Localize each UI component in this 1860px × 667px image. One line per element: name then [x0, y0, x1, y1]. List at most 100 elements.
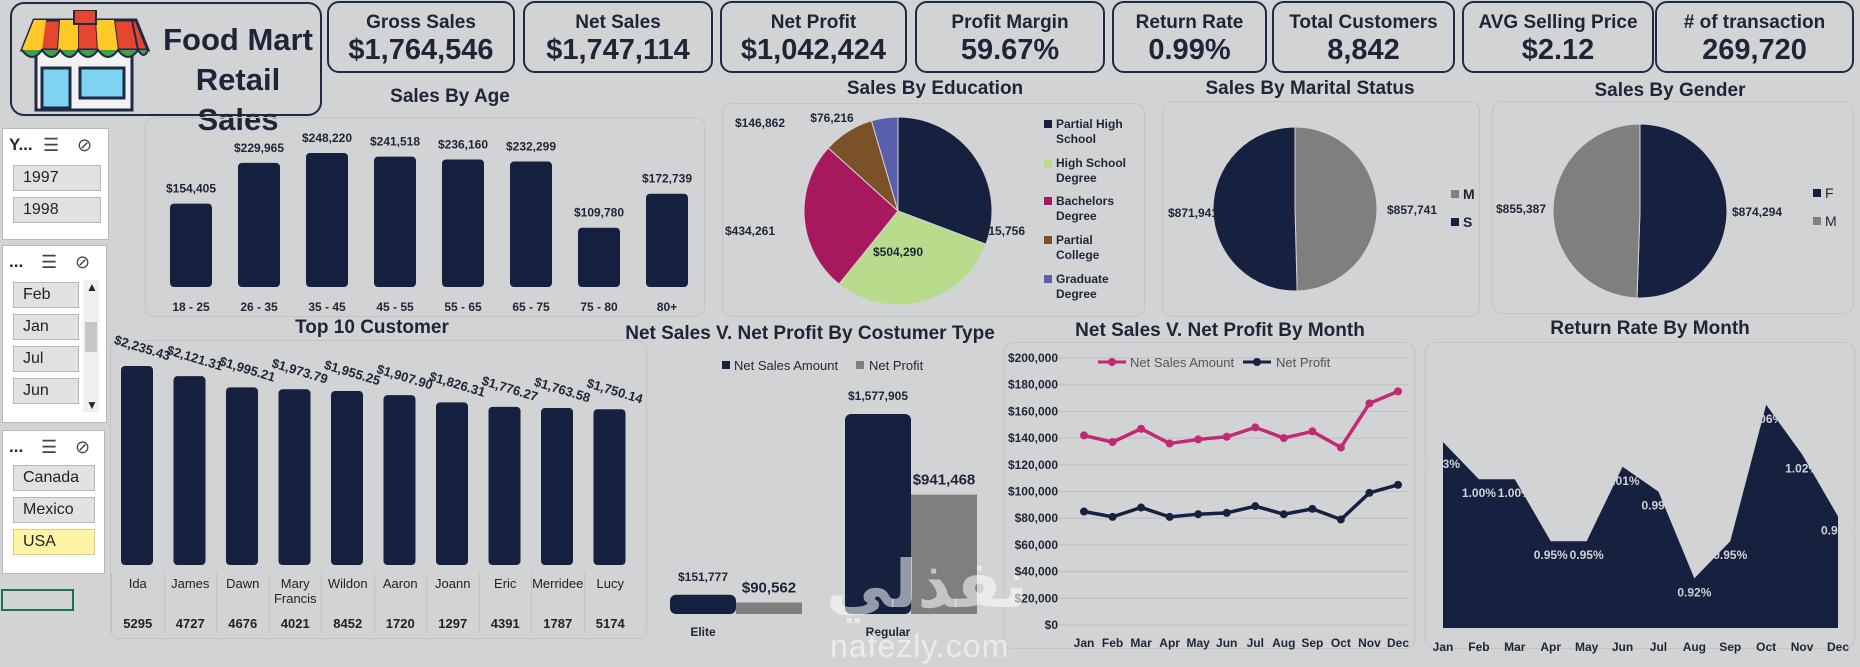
- line-point: [1308, 504, 1317, 513]
- marital-legend-label: S: [1463, 214, 1472, 230]
- kpi-label: Net Profit: [770, 12, 857, 33]
- gender-data-label: $874,294: [1732, 205, 1782, 219]
- line-x-tick-label: Nov: [1358, 636, 1381, 650]
- age-bar: [374, 156, 416, 287]
- age-data-label: $109,780: [574, 206, 624, 220]
- slicer-item-1998[interactable]: 1998: [13, 197, 101, 223]
- line-point: [1251, 502, 1260, 511]
- education-legend-label: School: [1056, 132, 1096, 146]
- age-data-label: $172,739: [642, 172, 692, 186]
- gender-legend-swatch: [1813, 217, 1821, 225]
- customer-cell: Dawn 4676: [216, 573, 269, 633]
- line-point: [1165, 512, 1174, 521]
- age-tick-label: 35 - 45: [308, 300, 346, 314]
- slicer-item-jul[interactable]: Jul: [13, 346, 79, 372]
- customer-cell: Joann 1297: [426, 573, 479, 633]
- slicer-month-header: ...: [9, 252, 24, 271]
- line-y-tick-label: $200,000: [1008, 351, 1058, 365]
- line-point: [1165, 439, 1174, 448]
- line-x-tick-label: Sep: [1301, 636, 1323, 650]
- customer-type-legend-swatch: [722, 361, 730, 369]
- line-legend-marker: [1253, 358, 1261, 366]
- education-data-label: $504,290: [873, 245, 923, 259]
- customer-name: Eric: [494, 576, 517, 591]
- return-rate-x-tick-label: Apr: [1540, 640, 1561, 654]
- customer-name: Mary Francis: [273, 576, 317, 606]
- line-x-tick-label: Feb: [1102, 636, 1123, 650]
- line-x-tick-label: Oct: [1331, 636, 1351, 650]
- line-point: [1394, 387, 1402, 396]
- line-point: [1251, 423, 1260, 432]
- customer-data-label: $1,995.21: [217, 353, 277, 384]
- return-rate-x-tick-label: Mar: [1504, 640, 1526, 654]
- kpi-value: 8,842: [1327, 34, 1400, 66]
- clear-filter-icon[interactable]: ⊘: [75, 437, 91, 457]
- sales-by-gender-title: Sales By Gender: [1594, 80, 1746, 101]
- customer-name: Wildon: [327, 576, 368, 591]
- line-point: [1336, 443, 1345, 452]
- customer-data-label: $1,826.31: [427, 368, 487, 399]
- line-y-tick-label: $40,000: [1015, 565, 1059, 579]
- education-legend-swatch: [1044, 159, 1052, 167]
- return-rate-data-label: 0.92%: [1677, 585, 1711, 599]
- customer-id: 4021: [280, 616, 310, 631]
- top-10-customer-title: Top 10 Customer: [295, 317, 449, 338]
- line-x-tick-label: Apr: [1159, 636, 1180, 650]
- age-bar: [578, 227, 620, 287]
- line-x-tick-label: Aug: [1272, 636, 1295, 650]
- multi-select-icon[interactable]: ☰: [43, 135, 60, 155]
- customer-bar: [226, 387, 258, 565]
- customer-name: Ida: [128, 576, 147, 591]
- selected-cell[interactable]: [1, 589, 74, 611]
- customer-id: 5295: [123, 616, 153, 631]
- marital-legend-swatch: [1451, 190, 1459, 198]
- age-bar: [510, 161, 552, 287]
- scroll-up-icon[interactable]: ▲: [86, 280, 98, 294]
- kpi-value: $1,764,546: [348, 34, 494, 66]
- line-point: [1365, 399, 1374, 408]
- customer-type-bar: [736, 602, 802, 614]
- education-legend-label: Degree: [1056, 287, 1097, 301]
- education-data-label: $76,216: [810, 111, 854, 125]
- line-x-tick-label: Jun: [1216, 636, 1237, 650]
- clear-filter-icon[interactable]: ⊘: [75, 252, 91, 272]
- multi-select-icon[interactable]: ☰: [41, 252, 58, 272]
- line-y-tick-label: $180,000: [1008, 378, 1058, 392]
- slicer-item-jan[interactable]: Jan: [13, 314, 79, 340]
- age-bar: [442, 159, 484, 287]
- scroll-down-icon[interactable]: ▼: [86, 398, 98, 412]
- customer-id: 5174: [595, 616, 625, 631]
- slicer-year: Y... ☰ ⊘ 1997 1998: [2, 128, 109, 240]
- customer-bar: [383, 395, 416, 565]
- customer-bar: [593, 409, 626, 565]
- slicer-item-usa[interactable]: USA: [13, 529, 95, 555]
- customer-data-label: $2,235.43: [112, 332, 172, 363]
- line-point: [1080, 507, 1088, 516]
- education-data-label: $146,862: [735, 116, 785, 130]
- gender-panel: [1492, 101, 1854, 314]
- line-point: [1394, 480, 1402, 489]
- customer-data-label: $1,973.79: [270, 355, 330, 386]
- scroll-thumb[interactable]: [85, 322, 97, 352]
- education-legend-swatch: [1044, 236, 1052, 244]
- slicer-scrollbar[interactable]: ▲ ▼: [83, 280, 99, 412]
- clear-filter-icon[interactable]: ⊘: [77, 135, 93, 155]
- marital-slice: [1294, 126, 1378, 292]
- kpi-value: $1,042,424: [740, 34, 887, 66]
- slicer-item-canada[interactable]: Canada: [13, 465, 95, 491]
- age-data-label: $248,220: [302, 131, 352, 145]
- multi-select-icon[interactable]: ☰: [41, 437, 58, 457]
- slicer-month: ... ☰ ⊘ Feb Jan Jul Jun ▲ ▼: [2, 245, 107, 423]
- slicer-item-mexico[interactable]: Mexico: [13, 497, 95, 523]
- slicer-item-feb[interactable]: Feb: [13, 282, 79, 308]
- marital-legend-swatch: [1451, 218, 1459, 226]
- slicer-country: ... ☰ ⊘ Canada Mexico USA: [2, 430, 105, 574]
- kpi-avg-selling-price: AVG Selling Price $2.12: [1462, 1, 1654, 73]
- customer-cell: Aaron 1720: [373, 573, 427, 633]
- return-rate-data-label: 0.99%: [1641, 499, 1675, 513]
- month-line-title: Net Sales V. Net Profit By Month: [1075, 320, 1365, 341]
- slicer-item-jun[interactable]: Jun: [13, 378, 79, 404]
- slicer-item-1997[interactable]: 1997: [13, 165, 101, 191]
- line-legend-label: Net Sales Amount: [1130, 355, 1234, 370]
